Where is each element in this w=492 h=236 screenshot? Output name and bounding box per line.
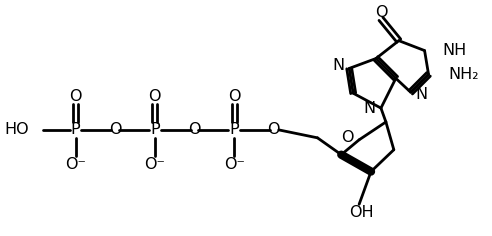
Text: O: O	[375, 5, 387, 20]
Text: O: O	[228, 89, 241, 104]
Text: O: O	[149, 89, 161, 104]
Text: O: O	[188, 122, 201, 137]
Text: P: P	[71, 122, 80, 137]
Text: NH₂: NH₂	[448, 67, 479, 82]
Text: O⁻: O⁻	[144, 157, 165, 172]
Text: O⁻: O⁻	[65, 157, 86, 172]
Text: NH: NH	[442, 43, 467, 58]
Text: O: O	[109, 122, 122, 137]
Text: O: O	[268, 122, 280, 137]
Text: P: P	[229, 122, 239, 137]
Text: O⁻: O⁻	[224, 157, 245, 172]
Text: N: N	[364, 101, 376, 116]
Text: O: O	[69, 89, 82, 104]
Text: P: P	[150, 122, 160, 137]
Text: HO: HO	[4, 122, 29, 137]
Text: N: N	[416, 87, 428, 102]
Text: N: N	[332, 58, 344, 73]
Text: O: O	[340, 130, 353, 145]
Text: OH: OH	[349, 205, 373, 220]
